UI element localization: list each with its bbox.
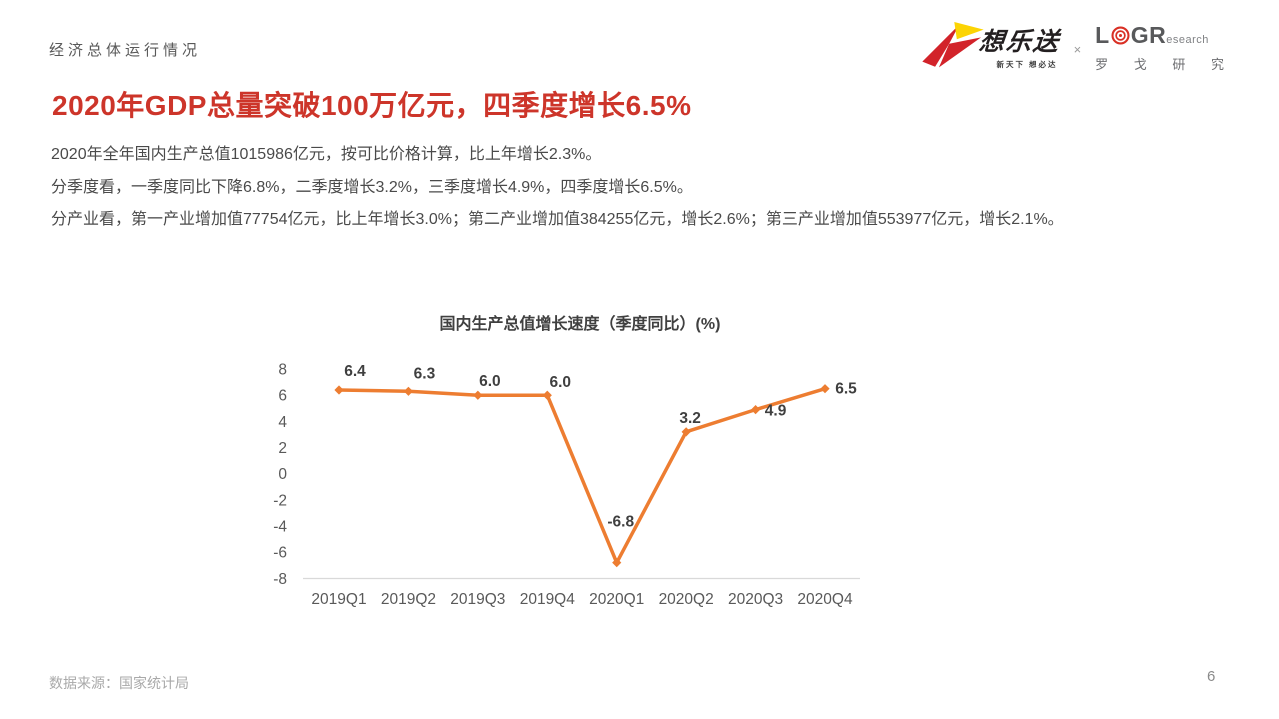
y-axis-tick-label: -8 — [273, 571, 287, 588]
data-point-label: 6.0 — [550, 374, 572, 391]
data-point-marker — [542, 390, 552, 400]
data-point-marker — [681, 427, 691, 437]
y-axis-tick-label: -6 — [273, 545, 287, 562]
x-axis-tick-label: 2020Q2 — [659, 591, 714, 608]
x-axis-tick-label: 2020Q1 — [589, 591, 644, 608]
xls-logo-slogan: 新天下 想必达 — [996, 60, 1058, 69]
logr-research-text: esearch — [1166, 33, 1209, 46]
x-axis-tick-label: 2020Q3 — [728, 591, 783, 608]
logr-chinese-name: 罗 戈 研 究 — [1095, 56, 1235, 72]
body-line-1: 2020年全年国内生产总值1015986亿元，按可比价格计算，比上年增长2.3%… — [51, 146, 602, 163]
y-axis-tick-label: -2 — [273, 492, 287, 509]
logr-letters-gr: GR — [1130, 21, 1167, 48]
body-line-2: 分季度看，一季度同比下降6.8%，二季度增长3.2%，三季度增长4.9%，四季度… — [51, 178, 693, 196]
data-point-marker — [612, 558, 622, 568]
x-axis-tick-label: 2019Q4 — [520, 591, 576, 608]
series-line — [337, 386, 827, 565]
data-point-marker — [334, 385, 344, 395]
section-eyebrow: 经济总体运行情况 — [49, 42, 202, 59]
body-text: 2020年全年国内生产总值1015986亿元，按可比价格计算，比上年增长2.3%… — [51, 139, 1251, 237]
data-source-note: 数据来源：国家统计局 — [49, 675, 189, 691]
logo-separator: × — [1073, 41, 1082, 57]
body-line-3: 分产业看，第一产业增加值77754亿元，比上年增长3.0%；第二产业增加值384… — [51, 211, 1064, 228]
y-axis-tick-label: 8 — [278, 362, 287, 379]
data-point-label: 6.5 — [835, 381, 857, 398]
y-axis-tick-label: 0 — [278, 466, 287, 483]
data-point-marker — [403, 386, 414, 396]
xls-arrow-icon — [921, 22, 984, 68]
xls-logo-text: 想乐送 — [977, 28, 1062, 56]
data-point-marker — [473, 390, 483, 400]
y-axis-tick-label: 4 — [278, 414, 287, 431]
y-axis-tick-label: 2 — [278, 440, 287, 457]
y-axis-tick-label: -4 — [273, 519, 287, 536]
data-point-label: 6.0 — [479, 373, 501, 390]
data-point-marker — [820, 384, 830, 394]
x-axis-tick-label: 2019Q1 — [311, 591, 366, 608]
page-number: 6 — [1207, 668, 1216, 685]
data-point-marker — [750, 405, 761, 415]
chart-title: 国内生产总值增长速度（季度同比）(%) — [439, 316, 721, 333]
x-axis-tick-label: 2020Q4 — [797, 591, 853, 608]
logr-logo: L GR esearch 罗 戈 研 究 — [1095, 21, 1235, 73]
page-title: 2020年GDP总量突破100万亿元，四季度增长6.5% — [52, 90, 692, 121]
data-point-label: 6.4 — [344, 363, 366, 380]
logr-letter-l: L — [1095, 21, 1110, 48]
data-point-label: 3.2 — [679, 410, 701, 427]
header-logos: 想乐送 新天下 想必达 × L GR esearch 罗 戈 研 究 — [921, 21, 1235, 73]
gdp-growth-line-chart: 8 6 4 2 0 -2 -4 -6 -8 2019Q1 2019Q2 2019Q3 2019Q4 202… — [273, 362, 860, 608]
y-axis-tick-label: 6 — [278, 388, 287, 405]
data-point-label: 6.3 — [414, 365, 436, 382]
data-point-label: -6.8 — [607, 514, 634, 531]
x-axis-tick-label: 2019Q3 — [450, 591, 505, 608]
logr-target-icon — [1111, 25, 1130, 45]
xls-logo: 想乐送 新天下 想必达 — [921, 22, 1062, 70]
x-axis-tick-label: 2019Q2 — [381, 591, 436, 608]
data-point-label: 4.9 — [765, 403, 787, 420]
